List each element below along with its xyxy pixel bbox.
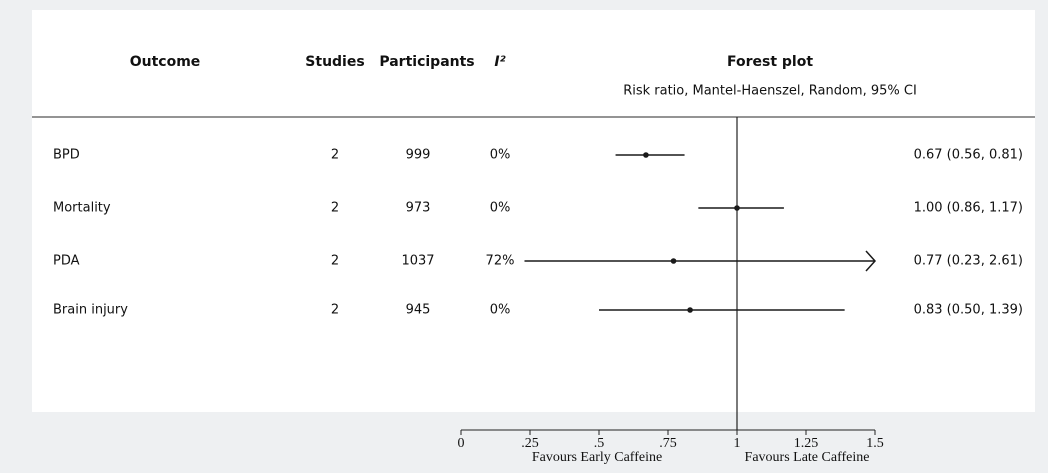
point-estimate — [670, 258, 677, 264]
x-axis-label: Favours Early Caffeine — [532, 450, 662, 465]
participants-cell: 973 — [406, 201, 431, 216]
point-estimate — [734, 205, 740, 211]
data-label: 1.00 (0.86, 1.17) — [914, 201, 1023, 216]
column-header: Outcome — [130, 54, 201, 70]
studies-cell: 2 — [331, 148, 339, 163]
studies-cell: 2 — [331, 201, 339, 216]
column-header: Participants — [379, 54, 474, 70]
studies-cell: 2 — [331, 303, 339, 318]
data-label: 0.83 (0.50, 1.39) — [914, 303, 1023, 318]
i2-cell: 72% — [486, 254, 515, 269]
point-estimate — [687, 307, 693, 313]
chart-subtitle: Risk ratio, Mantel-Haenszel, Random, 95%… — [623, 84, 917, 99]
chart-title: Forest plot — [727, 54, 813, 70]
x-tick-label: 1 — [734, 436, 741, 451]
i2-cell: 0% — [490, 303, 511, 318]
data-label: 0.77 (0.23, 2.61) — [914, 254, 1023, 269]
row-label: Mortality — [53, 201, 111, 216]
studies-cell: 2 — [331, 254, 339, 269]
i2-cell: 0% — [490, 201, 511, 216]
i2-cell: 0% — [490, 148, 511, 163]
column-header: Studies — [305, 54, 364, 70]
row-label: Brain injury — [53, 303, 128, 318]
panel — [32, 10, 1035, 412]
x-axis-label: Favours Late Caffeine — [745, 450, 870, 465]
x-tick-label: 1.5 — [866, 436, 884, 451]
row-label: PDA — [53, 254, 80, 269]
x-tick-label: 1.25 — [794, 436, 819, 451]
participants-cell: 1037 — [401, 254, 434, 269]
x-tick-label: .5 — [594, 436, 605, 451]
data-label: 0.67 (0.56, 0.81) — [914, 148, 1023, 163]
participants-cell: 999 — [406, 148, 431, 163]
participants-cell: 945 — [406, 303, 431, 318]
row-label: BPD — [53, 148, 80, 163]
x-tick-label: .25 — [521, 436, 539, 451]
x-tick-label: .75 — [659, 436, 677, 451]
point-estimate — [643, 152, 649, 158]
x-tick-label: 0 — [458, 436, 465, 451]
column-header: I² — [494, 54, 506, 70]
clip-arrow — [865, 250, 877, 272]
